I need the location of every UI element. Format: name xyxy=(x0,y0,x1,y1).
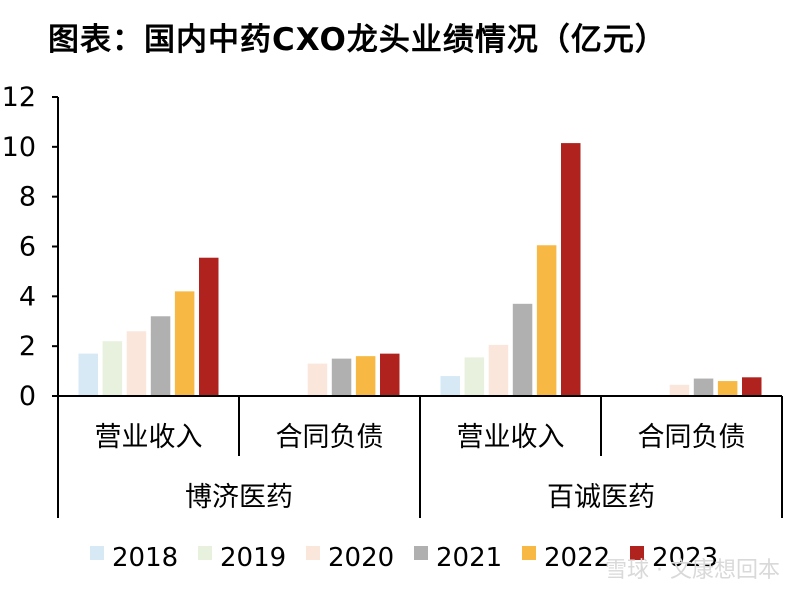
legend-swatch-2018 xyxy=(90,546,104,560)
bar-2023 xyxy=(561,143,581,396)
y-tick-label: 6 xyxy=(19,232,36,263)
bar-2022 xyxy=(174,291,195,396)
bar-2023 xyxy=(742,377,762,396)
bars-layer xyxy=(78,143,762,396)
bar-2021 xyxy=(512,303,533,396)
bar-2020 xyxy=(307,363,328,396)
bar-2020 xyxy=(488,344,509,396)
bar-2019 xyxy=(464,357,485,396)
y-tick-label: 8 xyxy=(19,182,36,213)
bar-2020 xyxy=(669,384,690,396)
legend-label-2021: 2021 xyxy=(436,543,502,573)
legend-swatch-2023 xyxy=(630,546,644,560)
legend-swatch-2022 xyxy=(522,546,536,560)
legend-label-2020: 2020 xyxy=(328,543,394,573)
bar-2018 xyxy=(440,376,460,396)
group-label: 百诚医药 xyxy=(547,482,655,513)
bar-2021 xyxy=(150,316,171,396)
category-label: 营业收入 xyxy=(95,422,203,453)
bar-2023 xyxy=(380,353,400,396)
category-label: 营业收入 xyxy=(457,422,565,453)
bar-2019 xyxy=(102,341,123,396)
y-tick-label: 10 xyxy=(2,132,36,163)
legend-swatch-2020 xyxy=(306,546,320,560)
chart-title: 图表：国内中药CXO龙头业绩情况（亿元） xyxy=(48,22,667,58)
bar-2022 xyxy=(536,245,557,396)
category-label: 合同负债 xyxy=(276,422,384,453)
watermark: 雪球 · 文康想回本 xyxy=(605,558,780,583)
legend-label-2018: 2018 xyxy=(112,543,178,573)
axes-layer xyxy=(52,96,783,518)
bar-2020 xyxy=(126,331,147,396)
legend-label-2023: 2023 xyxy=(652,543,718,573)
legend: 2018 2019 2020 2021 2022 2023 xyxy=(90,543,718,573)
legend-label-2019: 2019 xyxy=(220,543,286,573)
group-label: 博济医药 xyxy=(185,482,293,513)
y-tick-label: 4 xyxy=(19,281,36,312)
legend-label-2022: 2022 xyxy=(544,543,610,573)
category-label: 合同负债 xyxy=(638,422,746,453)
bar-2022 xyxy=(355,356,376,396)
bar-2021 xyxy=(693,378,714,396)
y-tick-label: 2 xyxy=(19,331,36,362)
bar-2021 xyxy=(331,358,352,396)
y-tick-label: 0 xyxy=(19,381,36,412)
bar-2018 xyxy=(78,353,98,396)
legend-swatch-2019 xyxy=(198,546,212,560)
bar-2023 xyxy=(199,257,219,396)
legend-swatch-2021 xyxy=(414,546,428,560)
y-tick-label: 12 xyxy=(2,82,36,113)
bar-2022 xyxy=(717,381,738,396)
